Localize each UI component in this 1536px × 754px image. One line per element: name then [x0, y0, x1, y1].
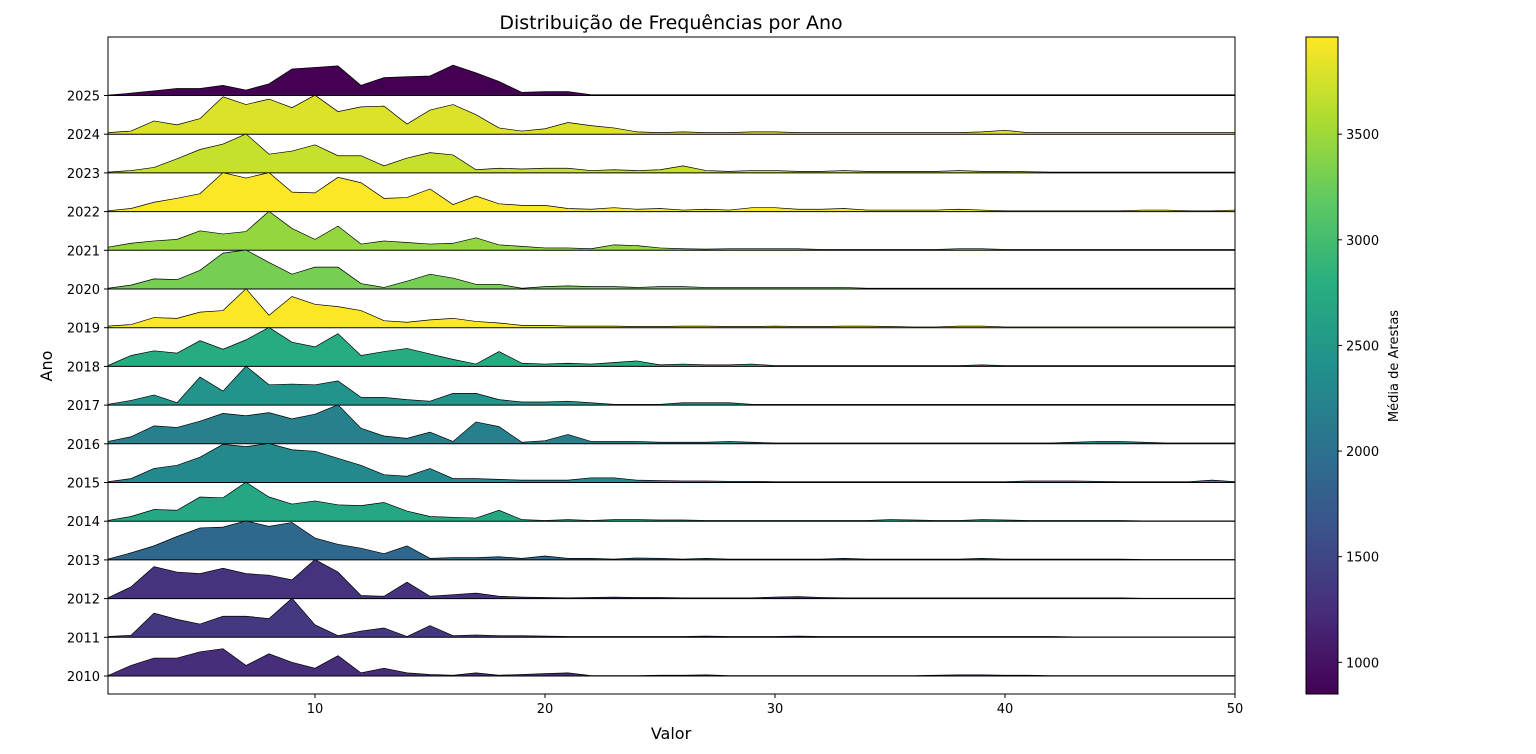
y-tick-label-2025: 2025 [67, 90, 100, 105]
ridge-area-2013 [108, 520, 1235, 560]
ridge-area-2015 [108, 443, 1235, 483]
y-tick-label-2015: 2015 [67, 477, 100, 492]
ridge-line-2025 [107, 64, 1235, 96]
y-tick-label-2019: 2019 [67, 322, 100, 337]
y-tick-label-2022: 2022 [67, 206, 100, 221]
y-tick-label-2023: 2023 [67, 167, 100, 182]
ridge-area-2023 [108, 133, 1235, 173]
x-tick-label-40: 40 [997, 702, 1014, 717]
ridge-line-2021 [107, 210, 1235, 250]
chart-title: Distribuição de Frequências por Ano [499, 12, 842, 34]
colorbar-tick-label-1500: 1500 [1346, 551, 1379, 566]
ridge-line-2012 [107, 559, 1235, 599]
ridge-line-2017 [107, 365, 1235, 405]
colorbar [1305, 36, 1339, 695]
y-tick-labels: 2025 2024 2023 2022 2021 2020 2019 2018 2017 2016… [67, 90, 108, 685]
y-tick-label-2011: 2011 [67, 631, 100, 646]
ridge-line-2016 [107, 404, 1235, 444]
y-tick-label-2010: 2010 [67, 670, 100, 685]
colorbar-tick-label-2000: 2000 [1346, 445, 1379, 460]
ridges [107, 64, 1236, 677]
colorbar-tick-label-1000: 1000 [1346, 656, 1379, 671]
ridge-area-2017 [108, 366, 1235, 406]
ridge-area-2018 [108, 327, 1235, 367]
ridge-area-2012 [108, 559, 1235, 599]
ridge-line-2015 [107, 443, 1236, 483]
ridge-area-2019 [108, 288, 1235, 328]
y-tick-label-2024: 2024 [67, 128, 100, 143]
ridge-area-2011 [108, 598, 1235, 638]
x-axis-title: Valor [651, 724, 692, 743]
y-tick-label-2012: 2012 [67, 593, 100, 608]
plot-frame [107, 36, 1236, 695]
x-tick-label-10: 10 [307, 702, 324, 717]
ridge-area-2022 [108, 172, 1235, 212]
y-tick-label-2021: 2021 [67, 244, 100, 259]
colorbar-ticks: 1000 1500 2000 2500 3000 3500 [1338, 128, 1379, 671]
ridge-line-2018 [107, 326, 1235, 366]
y-tick-label-2017: 2017 [67, 399, 100, 414]
ridge-area-2016 [108, 404, 1235, 444]
ridge-line-2011 [107, 597, 1235, 638]
x-tick-label-30: 30 [767, 702, 784, 717]
ridge-area-2020 [108, 250, 1235, 289]
ridge-area-2014 [108, 482, 1235, 522]
y-tick-label-2020: 2020 [67, 283, 100, 298]
colorbar-tick-label-3000: 3000 [1346, 234, 1379, 249]
y-tick-label-2018: 2018 [67, 360, 100, 375]
x-tick-label-20: 20 [537, 702, 554, 717]
ridge-line-2022 [107, 172, 1236, 212]
y-tick-label-2016: 2016 [67, 438, 100, 453]
x-tick-label-50: 50 [1227, 702, 1244, 717]
ridge-area-2024 [108, 95, 1235, 135]
x-ticks: 10 20 30 40 50 [307, 694, 1244, 717]
ridge-line-2023 [107, 133, 1235, 173]
ridge-line-2024 [107, 94, 1235, 133]
y-axis-title: Ano [37, 351, 56, 382]
ridge-line-2013 [107, 520, 1235, 560]
y-tick-label-2014: 2014 [67, 515, 100, 530]
colorbar-title: Média de Arestas [1387, 310, 1402, 422]
colorbar-tick-label-3500: 3500 [1346, 128, 1379, 143]
ridge-line-2014 [107, 481, 1235, 522]
y-tick-label-2013: 2013 [67, 554, 100, 569]
colorbar-tick-label-2500: 2500 [1346, 339, 1379, 354]
ridge-area-2010 [108, 648, 1235, 676]
ridge-area-2025 [108, 65, 1235, 96]
ridge-area-2021 [108, 211, 1235, 251]
ridge-line-2020 [107, 249, 1235, 289]
ridge-line-2019 [107, 288, 1235, 328]
